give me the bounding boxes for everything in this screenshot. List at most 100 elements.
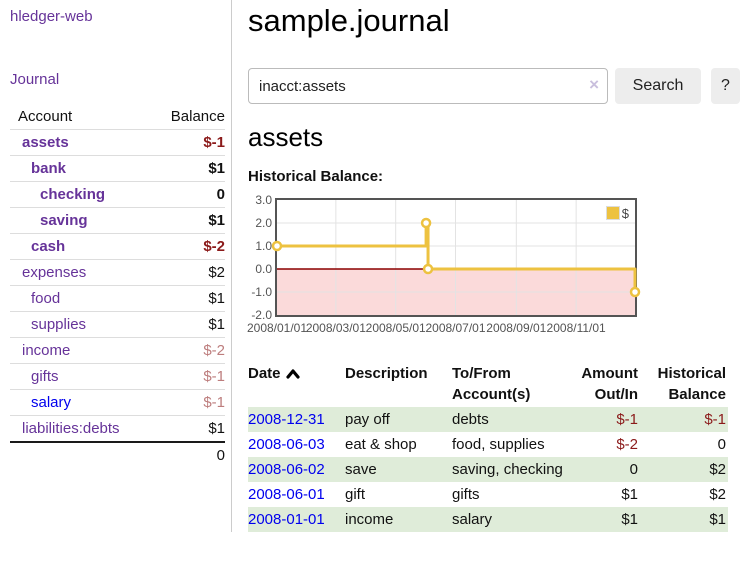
y-axis-tick: -1.0 [251, 285, 272, 299]
account-row: assets $-1 [10, 129, 225, 156]
register-header-tofrom: To/From Account(s) [452, 365, 531, 403]
account-balance: $1 [153, 285, 225, 312]
transaction-date-link[interactable]: 2008-06-01 [248, 486, 325, 503]
clear-search-icon[interactable]: × [589, 75, 599, 94]
register-header-date[interactable]: Date [248, 361, 345, 407]
x-axis-tick: 2008/01/01 [246, 321, 308, 335]
transaction-amount: $1 [621, 486, 638, 503]
transaction-accounts: gifts [452, 486, 480, 503]
account-link[interactable]: expenses [22, 264, 87, 281]
transaction-row: 2008-01-01 income salary $1 $1 [248, 507, 728, 532]
account-link[interactable]: salary [31, 394, 72, 411]
y-axis-tick: 1.0 [255, 239, 272, 253]
transaction-accounts: food, supplies [452, 436, 545, 453]
account-balance: $1 [153, 311, 225, 338]
account-row: bank $1 [10, 155, 225, 182]
transaction-row: 2008-12-31 pay off debts $-1 $-1 [248, 407, 728, 432]
transaction-description: gift [345, 486, 366, 503]
account-row: cash $-2 [10, 233, 225, 260]
x-axis-tick: 2008/05/01 [365, 321, 426, 335]
transaction-amount: $-2 [616, 436, 638, 453]
transaction-date-link[interactable]: 2008-01-01 [248, 511, 325, 528]
transaction-description: pay off [345, 407, 452, 432]
account-row: gifts $-1 [10, 363, 225, 390]
account-link[interactable]: gifts [31, 368, 59, 385]
transaction-description: income [345, 507, 452, 532]
accounts-total: 0 [153, 441, 225, 468]
account-link[interactable]: checking [40, 186, 106, 203]
account-row: expenses $2 [10, 259, 225, 286]
register-header-row: Date Description To/From Account(s) Amou… [248, 361, 728, 407]
transaction-date-link[interactable]: 2008-06-03 [248, 436, 325, 453]
y-axis-tick: -2.0 [251, 308, 272, 322]
accounts-total-row: 0 [10, 441, 225, 468]
sidebar-item-journal[interactable]: Journal [10, 71, 60, 88]
transaction-row: 2008-06-03 eat & shop food, supplies $-2… [248, 432, 728, 457]
brand-link[interactable]: hledger-web [10, 8, 93, 25]
y-axis-tick: 0.0 [255, 262, 272, 276]
account-heading: assets [248, 122, 324, 152]
search-input-wrap: × [248, 68, 608, 104]
account-row: checking 0 [10, 181, 225, 208]
transaction-accounts: saving, checking [452, 457, 568, 482]
x-axis-tick: 2008/03/01 [305, 321, 366, 335]
account-link[interactable]: bank [31, 160, 67, 177]
account-row: food $1 [10, 285, 225, 312]
transaction-balance: $2 [709, 486, 726, 503]
search-button[interactable]: Search [615, 68, 701, 104]
accounts-header-account: Account [18, 108, 73, 125]
transaction-balance: 0 [717, 436, 726, 453]
x-axis-tick: 2008/07/01 [425, 321, 486, 335]
search-input[interactable] [248, 68, 608, 104]
register-header-description: Description [345, 365, 428, 382]
chart-plot-svg [271, 200, 641, 315]
x-axis-tick: 2008/09/01 [486, 321, 547, 335]
search-bar: × Search ? [248, 68, 741, 104]
transaction-description: eat & shop [345, 436, 417, 453]
transaction-balance: $-1 [640, 407, 728, 432]
transaction-amount: $-1 [568, 407, 640, 432]
account-balance: $-2 [153, 337, 225, 364]
chart-title: Historical Balance: [248, 168, 384, 185]
account-balance: 0 [153, 181, 225, 208]
account-link[interactable]: food [31, 290, 61, 307]
account-balance: $-1 [153, 129, 225, 156]
account-link[interactable]: saving [40, 212, 88, 229]
y-axis-tick: 3.0 [255, 193, 272, 207]
account-balance: $2 [153, 259, 225, 286]
account-link[interactable]: income [22, 342, 71, 359]
help-button[interactable]: ? [711, 68, 740, 104]
transaction-accounts: salary [452, 507, 568, 532]
account-row: income $-2 [10, 337, 225, 364]
account-row: salary $-1 [10, 389, 225, 416]
transaction-date-link[interactable]: 2008-06-02 [248, 461, 325, 478]
account-link[interactable]: assets [22, 134, 69, 151]
account-row: liabilities:debts $1 [10, 415, 225, 442]
account-link[interactable]: liabilities:debts [22, 420, 120, 437]
chevron-up-icon [285, 364, 300, 385]
account-balance: $-1 [153, 389, 225, 416]
chart-plot: $ [271, 198, 641, 317]
accounts-header-balance: Balance [170, 108, 225, 125]
account-link[interactable]: cash [31, 238, 66, 255]
brand: hledger-web [10, 8, 225, 25]
transaction-row: 2008-06-02 save saving, checking 0 $2 [248, 457, 728, 482]
account-balance: $-1 [153, 363, 225, 390]
transaction-balance: $1 [640, 507, 728, 532]
y-axis-tick: 2.0 [255, 216, 272, 230]
historical-balance-chart: $ 3.0 2.0 1.0 0.0 -1.0 -2.0 2008/01/01 2008/03/… [246, 193, 728, 340]
register-header-balance: Historical Balance [657, 365, 726, 403]
transaction-row: 2008-06-01 gift gifts $1 $2 [248, 482, 728, 507]
transaction-amount: 0 [568, 457, 640, 482]
transaction-description: save [345, 457, 452, 482]
transaction-amount: $1 [568, 507, 640, 532]
account-link[interactable]: supplies [31, 316, 87, 333]
account-balance: $1 [153, 207, 225, 234]
accounts-table: Account Balance assets $-1 ban [10, 104, 225, 468]
sidebar-nav: Journal [10, 71, 225, 88]
transaction-date-link[interactable]: 2008-12-31 [248, 411, 325, 428]
transaction-balance: $2 [640, 457, 728, 482]
account-row: supplies $1 [10, 311, 225, 338]
register-header-amount: Amount Out/In [581, 365, 638, 403]
sidebar: hledger-web Journal Account Balance asse… [0, 0, 232, 532]
